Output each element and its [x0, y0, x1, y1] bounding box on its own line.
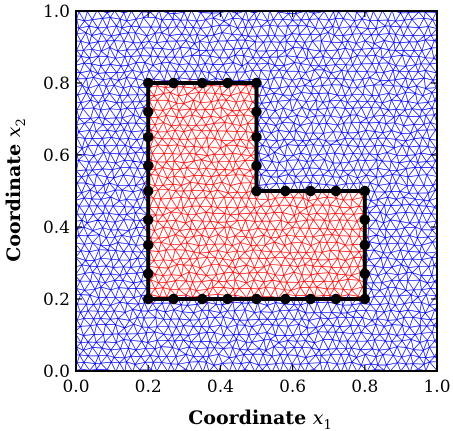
y-tick-label: 0.2 [43, 290, 70, 310]
y-tick-label: 0.4 [43, 218, 70, 238]
y-tick-label: 0.6 [43, 146, 70, 166]
boundary-node [143, 131, 154, 143]
boundary-node [330, 293, 342, 305]
boundary-node [251, 293, 262, 305]
boundary-node [280, 293, 291, 305]
boundary-node [359, 214, 370, 225]
boundary-node [222, 77, 233, 89]
boundary-node [359, 268, 370, 279]
boundary-node [251, 185, 262, 197]
boundary-node [251, 77, 262, 89]
boundary-node [168, 77, 179, 89]
boundary-node [143, 239, 154, 251]
y-tick-label: 0.8 [43, 74, 70, 94]
boundary-node [251, 160, 262, 171]
boundary-node [359, 293, 370, 305]
boundary-node [143, 185, 154, 197]
boundary-node [143, 106, 154, 118]
boundary-node [251, 106, 262, 118]
boundary-node [359, 239, 370, 251]
boundary-node [143, 77, 154, 89]
boundary-node [222, 293, 233, 305]
boundary-node [168, 293, 179, 305]
x-tick-label: 0.2 [135, 377, 162, 397]
boundary-node [143, 160, 154, 171]
plot-frame [75, 10, 438, 372]
boundary-node [143, 293, 154, 305]
axis-ticks: 0.0 0.2 0.4 0.6 0.8 1.0 0.0 0.2 0.4 0.6 0.8 1.0 [43, 2, 451, 397]
x-tick-label: 0.6 [279, 377, 306, 397]
boundary-node [280, 185, 291, 197]
y-tick-label: 0.0 [43, 362, 70, 382]
boundary-node [305, 293, 316, 305]
boundary-node [143, 214, 154, 225]
boundary-node [359, 185, 370, 197]
boundary-node [251, 131, 262, 143]
x-tick-label: 0.4 [207, 377, 234, 397]
boundary-node [197, 77, 208, 89]
x-tick-label: 0.0 [62, 377, 89, 397]
boundary-node [305, 185, 316, 197]
boundary-node [143, 268, 154, 279]
boundary-node [197, 293, 208, 305]
boundary-node [330, 185, 342, 197]
boundary-nodes [143, 77, 370, 305]
x-tick-label: 1.0 [423, 377, 450, 397]
y-axis-label: Coordinate x2 [3, 118, 29, 262]
x-axis-label: Coordinate x1 [188, 407, 332, 431]
x-tick-label: 0.8 [351, 377, 378, 397]
y-tick-label: 1.0 [43, 2, 70, 22]
